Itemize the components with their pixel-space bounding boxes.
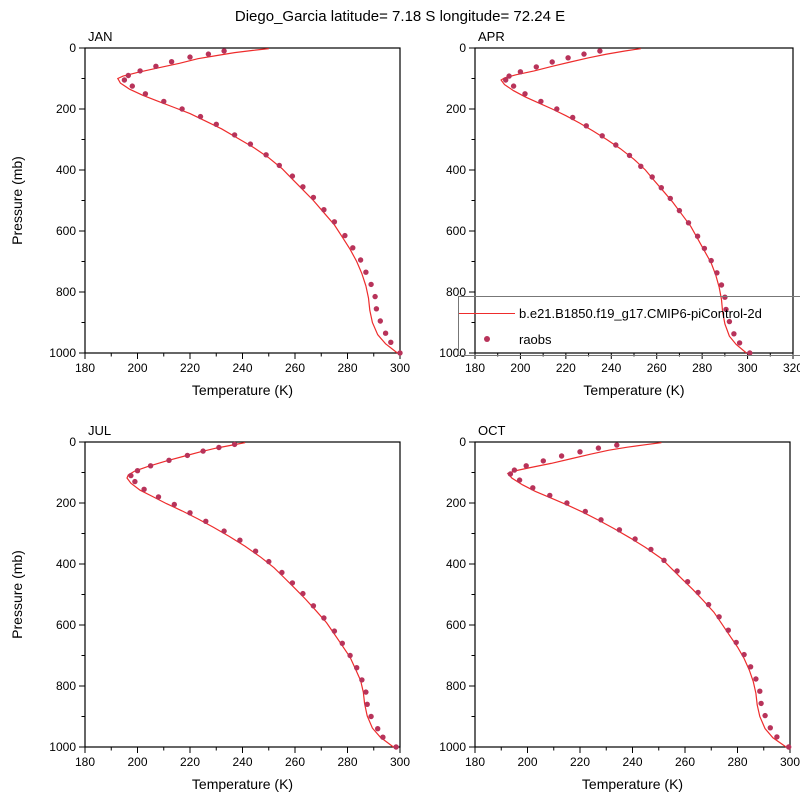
model-line-icon: [459, 312, 515, 314]
x-axis-label: Temperature (K): [192, 382, 293, 398]
model-profile-line: [506, 442, 787, 748]
svg-text:300: 300: [780, 755, 800, 769]
svg-text:800: 800: [446, 285, 466, 299]
svg-text:200: 200: [127, 755, 147, 769]
svg-text:600: 600: [446, 224, 466, 238]
svg-text:200: 200: [127, 361, 147, 375]
svg-text:0: 0: [69, 41, 76, 55]
svg-text:400: 400: [56, 163, 76, 177]
svg-text:1000: 1000: [49, 346, 76, 360]
svg-text:260: 260: [647, 361, 667, 375]
svg-text:1000: 1000: [49, 740, 76, 754]
panel-title-apr: APR: [478, 29, 505, 44]
svg-text:300: 300: [738, 361, 758, 375]
svg-text:600: 600: [56, 224, 76, 238]
model-profile-line: [126, 442, 394, 748]
raobs-points: [128, 441, 399, 750]
x-axis-label: Temperature (K): [582, 776, 683, 792]
svg-text:200: 200: [56, 102, 76, 116]
svg-text:200: 200: [446, 102, 466, 116]
svg-text:280: 280: [337, 755, 357, 769]
svg-text:240: 240: [601, 361, 621, 375]
svg-text:200: 200: [510, 361, 530, 375]
svg-text:240: 240: [232, 361, 252, 375]
raobs-points: [503, 48, 753, 356]
svg-text:800: 800: [56, 679, 76, 693]
panel-title-oct: OCT: [478, 423, 506, 438]
legend: b.e21.B1850.f19_g17.CMIP6-piControl-2d r…: [458, 296, 800, 356]
x-axis-label: Temperature (K): [583, 382, 684, 398]
panel-jan: 180 200 220 240 260 280 300 0 200 400 600 800 1000 JA…: [9, 29, 410, 398]
raobs-points: [507, 442, 792, 750]
y-axis-label: Pressure (mb): [9, 550, 25, 639]
legend-row-raobs: raobs: [459, 329, 800, 349]
svg-text:0: 0: [69, 435, 76, 449]
svg-text:180: 180: [75, 361, 95, 375]
panel-title-jul: JUL: [88, 423, 111, 438]
svg-text:240: 240: [622, 755, 642, 769]
model-profile-line: [116, 48, 398, 354]
svg-text:300: 300: [390, 361, 410, 375]
svg-text:200: 200: [446, 496, 466, 510]
svg-text:180: 180: [465, 361, 485, 375]
svg-text:400: 400: [446, 163, 466, 177]
raobs-dot-icon: [484, 336, 490, 342]
legend-dot-sample: [459, 336, 515, 342]
svg-text:1000: 1000: [439, 740, 466, 754]
svg-text:280: 280: [727, 755, 747, 769]
x-axis-label: Temperature (K): [192, 776, 293, 792]
svg-text:180: 180: [465, 755, 485, 769]
svg-text:240: 240: [232, 755, 252, 769]
legend-raobs-label: raobs: [519, 331, 552, 347]
svg-text:1000: 1000: [439, 346, 466, 360]
svg-text:260: 260: [285, 755, 305, 769]
svg-text:0: 0: [459, 435, 466, 449]
svg-text:800: 800: [56, 285, 76, 299]
svg-text:320: 320: [783, 361, 800, 375]
y-axis-label: Pressure (mb): [9, 156, 25, 245]
svg-text:200: 200: [56, 496, 76, 510]
panel-jul: 180 200 220 240 260 280 300 0 200 400 600 800 1000 JU…: [9, 423, 410, 792]
svg-text:280: 280: [692, 361, 712, 375]
svg-text:400: 400: [56, 557, 76, 571]
svg-text:300: 300: [390, 755, 410, 769]
svg-text:600: 600: [446, 618, 466, 632]
svg-text:280: 280: [337, 361, 357, 375]
svg-text:220: 220: [180, 361, 200, 375]
svg-text:400: 400: [446, 557, 466, 571]
legend-line-sample: [459, 312, 515, 314]
legend-row-model: b.e21.B1850.f19_g17.CMIP6-piControl-2d: [459, 303, 800, 323]
svg-text:260: 260: [675, 755, 695, 769]
svg-text:600: 600: [56, 618, 76, 632]
svg-text:0: 0: [459, 41, 466, 55]
svg-text:220: 220: [570, 755, 590, 769]
svg-text:800: 800: [446, 679, 466, 693]
panel-title-jan: JAN: [88, 29, 113, 44]
page-title: Diego_Garcia latitude= 7.18 S longitude=…: [234, 8, 566, 25]
svg-text:220: 220: [556, 361, 576, 375]
svg-text:220: 220: [180, 755, 200, 769]
svg-text:180: 180: [75, 755, 95, 769]
panel-apr: 180 200 220 240 260 280 300 320 0 200 400 600 800 100…: [439, 29, 800, 398]
panel-oct: 180 200 220 240 260 280 300 0 200 400 600 800 1000 OC…: [439, 423, 800, 792]
legend-model-label: b.e21.B1850.f19_g17.CMIP6-piControl-2d: [519, 305, 762, 321]
svg-text:200: 200: [517, 755, 537, 769]
svg-text:260: 260: [285, 361, 305, 375]
raobs-points: [121, 48, 403, 356]
